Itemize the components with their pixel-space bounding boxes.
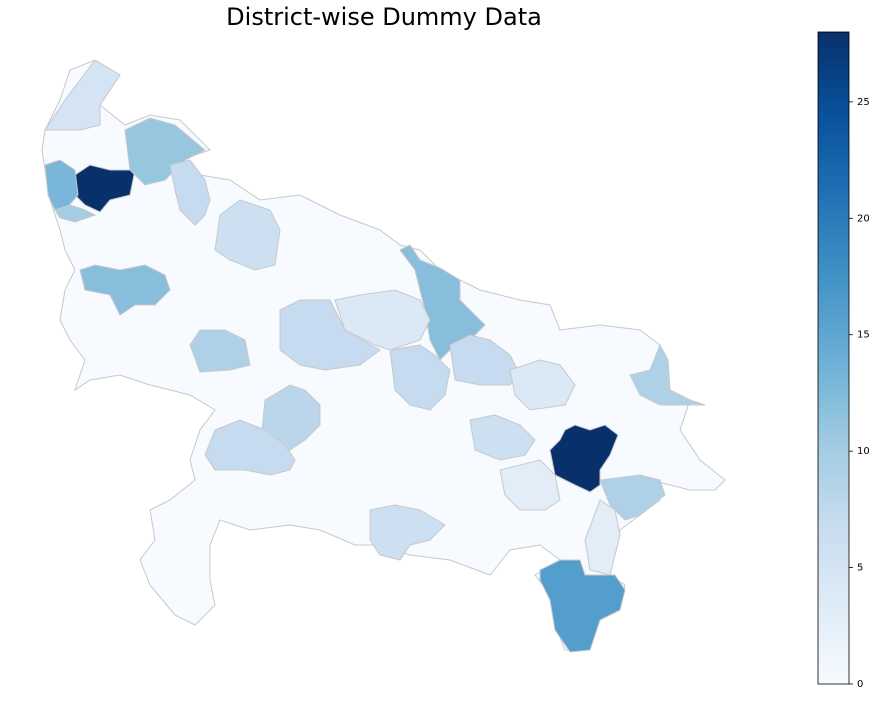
district bbox=[469, 414, 536, 461]
district bbox=[44, 159, 79, 211]
district bbox=[124, 117, 206, 186]
district bbox=[334, 289, 431, 351]
district bbox=[549, 424, 619, 493]
district bbox=[279, 299, 381, 371]
colorbar-tick-label: 0 bbox=[857, 679, 863, 690]
district bbox=[79, 264, 171, 316]
district bbox=[74, 164, 136, 213]
district bbox=[499, 459, 561, 511]
colorbar-tick-label: 25 bbox=[857, 97, 870, 108]
colorbar-tick-label: 15 bbox=[857, 330, 870, 341]
map-title: District-wise Dummy Data bbox=[226, 3, 542, 31]
district bbox=[539, 559, 626, 653]
district bbox=[599, 474, 666, 521]
colorbar-tick-label: 10 bbox=[857, 446, 870, 457]
colorbar-ticks: 0 5 10 15 20 25 bbox=[849, 97, 870, 690]
district bbox=[389, 344, 451, 411]
district bbox=[169, 159, 211, 226]
district bbox=[629, 343, 706, 406]
district bbox=[214, 199, 281, 271]
districts bbox=[44, 59, 706, 653]
district bbox=[44, 59, 121, 131]
district bbox=[584, 499, 621, 576]
district bbox=[509, 359, 576, 411]
colorbar-tick-label: 20 bbox=[857, 213, 870, 224]
district bbox=[204, 419, 296, 476]
colorbar bbox=[817, 31, 850, 685]
colorbar-tick-label: 5 bbox=[857, 563, 863, 574]
district bbox=[189, 329, 251, 373]
district bbox=[369, 504, 446, 561]
district bbox=[54, 204, 97, 223]
